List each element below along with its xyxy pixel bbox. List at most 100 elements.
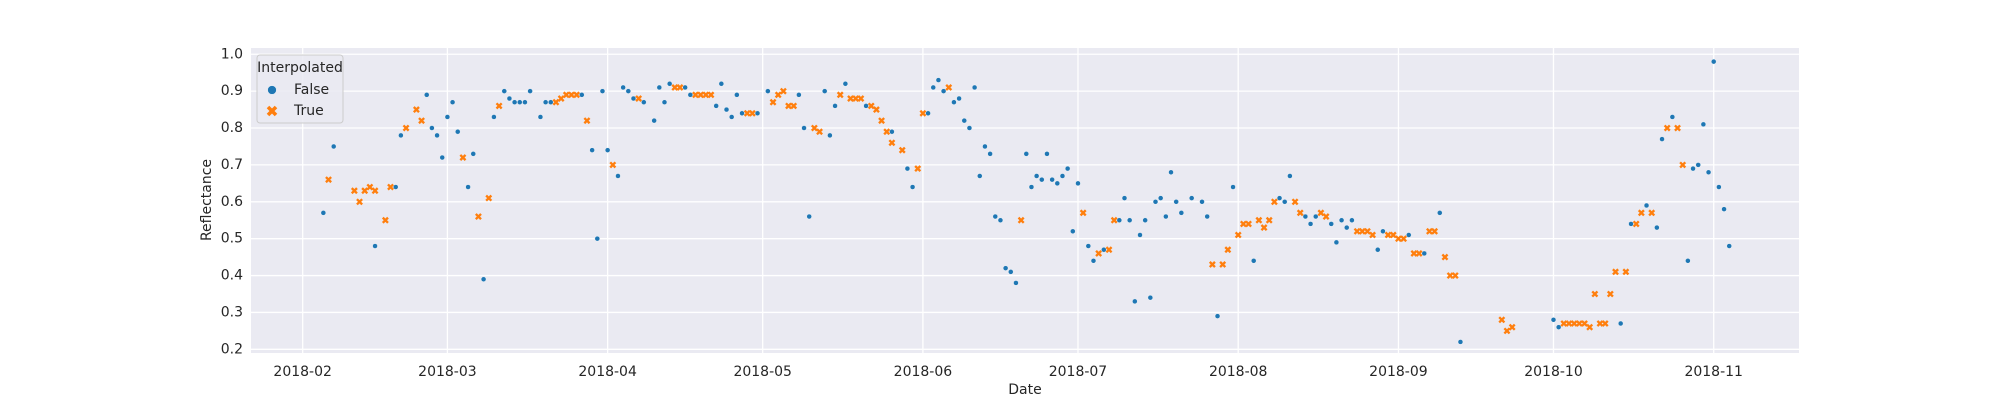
data-point xyxy=(449,99,456,105)
data-point xyxy=(1663,124,1671,132)
data-point xyxy=(754,110,761,116)
data-point xyxy=(1002,265,1009,271)
data-point xyxy=(956,95,962,102)
data-point xyxy=(1685,258,1691,264)
data-point xyxy=(1328,221,1334,227)
plot-area xyxy=(251,48,1799,353)
data-point xyxy=(1239,220,1247,228)
legend-box xyxy=(256,54,344,124)
data-point xyxy=(1008,269,1014,275)
data-point xyxy=(857,95,865,102)
data-point xyxy=(889,129,895,135)
data-point xyxy=(1451,272,1459,279)
data-point xyxy=(1296,209,1304,217)
x-tick-label: 2018-05 xyxy=(733,364,792,380)
data-point xyxy=(1245,220,1252,228)
x-tick-label: 2018-04 xyxy=(578,364,637,380)
data-point xyxy=(412,106,420,114)
data-point xyxy=(692,91,699,99)
data-point xyxy=(625,88,631,94)
data-point xyxy=(687,92,694,98)
data-point xyxy=(1431,227,1439,235)
data-point xyxy=(1178,210,1185,216)
data-point xyxy=(387,183,394,191)
data-point xyxy=(599,88,606,94)
data-point xyxy=(1503,327,1511,335)
data-point xyxy=(1353,227,1361,235)
data-point xyxy=(867,102,875,110)
data-point xyxy=(1669,114,1676,120)
data-point xyxy=(609,161,617,169)
data-point xyxy=(1333,239,1340,246)
data-point xyxy=(734,92,740,98)
data-point xyxy=(444,114,451,120)
data-point xyxy=(491,114,497,120)
data-point xyxy=(1363,227,1371,235)
data-point xyxy=(356,198,363,206)
x-tick-label: 2018-07 xyxy=(1049,364,1108,380)
data-point xyxy=(1690,165,1696,172)
data-point xyxy=(517,99,523,105)
data-point xyxy=(1251,258,1257,264)
data-point xyxy=(1033,173,1040,179)
data-point xyxy=(1110,216,1118,224)
data-point xyxy=(1570,320,1578,327)
data-point xyxy=(666,81,673,87)
data-point xyxy=(402,124,410,132)
data-point xyxy=(1168,169,1174,175)
data-point xyxy=(1395,235,1402,243)
data-point xyxy=(930,84,936,91)
data-point xyxy=(842,81,849,87)
y-tick-label: 0.5 xyxy=(221,231,243,247)
data-point xyxy=(987,151,993,157)
data-point xyxy=(1116,217,1122,223)
data-point xyxy=(852,95,860,102)
data-point xyxy=(707,91,715,99)
data-point xyxy=(1017,216,1025,224)
data-point xyxy=(557,95,565,102)
legend-title: Interpolated xyxy=(257,60,343,76)
data-point xyxy=(940,88,947,94)
data-point xyxy=(1679,161,1687,169)
data-point xyxy=(1270,198,1278,206)
x-tick-label: 2018-06 xyxy=(894,364,953,380)
data-point xyxy=(816,128,823,136)
x-tick-label: 2018-02 xyxy=(273,364,332,380)
y-tick-label: 0.8 xyxy=(221,120,243,136)
data-point xyxy=(1163,213,1169,220)
data-point xyxy=(1302,213,1309,220)
y-tick-label: 0.6 xyxy=(221,194,243,210)
data-point xyxy=(847,95,854,102)
data-point xyxy=(562,91,570,99)
data-point xyxy=(796,92,802,98)
data-point xyxy=(1158,195,1164,201)
data-point xyxy=(366,183,374,191)
data-point xyxy=(1349,217,1355,223)
data-point xyxy=(1079,209,1087,217)
data-point xyxy=(702,91,710,99)
data-point xyxy=(1446,272,1454,279)
data-point xyxy=(393,184,399,190)
data-point xyxy=(1612,268,1619,276)
data-point xyxy=(429,125,435,131)
data-point xyxy=(1199,199,1205,205)
data-point xyxy=(1389,231,1397,239)
data-point xyxy=(1142,217,1148,223)
data-point xyxy=(774,91,782,99)
data-point xyxy=(1023,151,1029,157)
data-point xyxy=(439,154,445,161)
data-point xyxy=(1643,202,1650,209)
y-tick-label: 0.3 xyxy=(221,304,243,320)
data-point xyxy=(1173,199,1179,205)
data-point xyxy=(1152,199,1159,205)
data-point xyxy=(1601,320,1609,327)
data-point xyxy=(1674,124,1681,132)
legend-label: False xyxy=(294,82,329,98)
data-point xyxy=(1726,243,1732,249)
data-point xyxy=(1317,209,1325,217)
data-point xyxy=(1101,247,1107,253)
data-point xyxy=(372,243,378,249)
data-point xyxy=(495,102,503,110)
data-point xyxy=(1659,136,1665,142)
data-point xyxy=(1596,320,1604,327)
